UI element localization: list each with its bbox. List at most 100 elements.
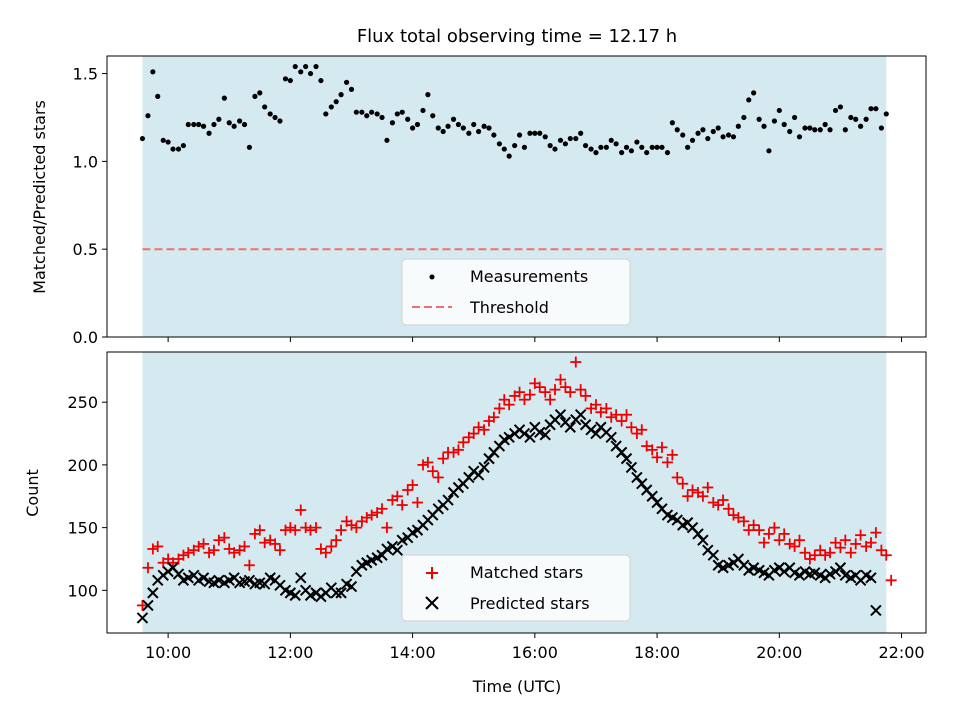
predicted-star-point [136, 612, 149, 624]
measurement-point [623, 144, 630, 150]
measurement-point [680, 132, 686, 138]
measurement-point [338, 92, 344, 98]
measurement-point [873, 106, 879, 112]
measurement-point [863, 116, 869, 122]
bottom-x-tick-label: 20:00 [756, 643, 802, 662]
measurement-point [817, 127, 823, 133]
matched-star-point [570, 356, 582, 368]
bottom-x-tick-label: 12:00 [267, 643, 313, 662]
measurement-point [700, 127, 706, 133]
matched-star-point [518, 394, 530, 406]
matched-star-point [732, 512, 744, 524]
matched-star-point [824, 547, 836, 559]
measurement-point [348, 86, 355, 92]
measurement-point [231, 123, 237, 129]
bottom-y-ticks: 100 150 200 250 [67, 393, 107, 600]
matched-star-point [193, 540, 205, 552]
legend-measurements-marker [429, 274, 435, 280]
matched-star-point [707, 497, 719, 509]
measurement-point [359, 109, 365, 115]
matched-star-point [590, 399, 602, 411]
bottom-axes-frame [106, 351, 927, 634]
matched-star-point [687, 484, 699, 496]
matched-star-point [310, 522, 322, 534]
measurement-point [399, 109, 405, 115]
measurement-point [460, 125, 466, 131]
top-y-tick-label: 1.0 [73, 152, 98, 171]
measurement-point [241, 121, 248, 128]
measurement-point [848, 114, 854, 121]
measurement-point [802, 125, 808, 131]
measurement-point [246, 144, 253, 150]
matched-star-point [595, 406, 607, 418]
matched-star-point [427, 465, 439, 477]
matched-star-point [580, 390, 592, 402]
measurement-point [196, 121, 202, 128]
matched-star-point [784, 538, 796, 550]
matched-star-point [880, 549, 892, 561]
matched-star-point [203, 547, 215, 559]
measurement-point [689, 137, 696, 143]
predicted-star-point [865, 572, 877, 584]
matched-star-point [702, 481, 714, 493]
matched-star-point [452, 444, 464, 456]
matched-star-point [448, 446, 460, 458]
matched-star-point [381, 522, 393, 534]
matched-star-point [325, 540, 337, 552]
top-y-label: Matched/Predicted stars [30, 100, 49, 294]
measurement-point [608, 137, 614, 143]
matched-star-point [839, 534, 851, 546]
measurement-point [634, 139, 640, 145]
matched-star-point [305, 524, 317, 536]
matched-star-point [753, 524, 765, 536]
matched-star-point [488, 411, 500, 423]
measurement-point [619, 149, 625, 156]
matched-star-point [498, 394, 510, 406]
measurement-point [751, 90, 757, 96]
legend-measurements-label: Measurements [470, 267, 588, 286]
measurement-point [582, 142, 589, 149]
top-y-tick-label: 1.5 [73, 65, 98, 84]
matched-star-point [834, 542, 846, 554]
top-panel: 0.0 0.5 1.0 1.5 Flux total observing time =… [30, 26, 927, 347]
measurement-point [425, 92, 431, 98]
matched-star-point [758, 537, 770, 549]
matched-star-point [610, 409, 622, 421]
matched-star-point [845, 547, 857, 559]
matched-star-point [402, 484, 414, 496]
measurement-point [532, 130, 538, 136]
measurement-point [303, 63, 309, 70]
measurement-point [455, 121, 462, 128]
predicted-star-point [442, 494, 454, 506]
predicted-star-point [142, 599, 154, 612]
predicted-star-point [620, 452, 633, 465]
measurement-point [323, 111, 329, 117]
measurement-point [715, 125, 721, 131]
matched-star-point [534, 381, 546, 393]
predicted-star-point [554, 409, 567, 421]
bottom-legend: Matched stars Predicted stars [401, 554, 631, 622]
predicted-star-point [391, 544, 404, 556]
measurement-point [262, 104, 268, 110]
matched-star-point [284, 522, 296, 534]
measurement-point [272, 114, 278, 121]
bottom-y-tick-label: 250 [67, 393, 98, 412]
matched-star-point [712, 499, 724, 511]
measurement-point [506, 153, 512, 159]
matched-star-point [198, 538, 210, 550]
measurement-point [878, 125, 884, 131]
matched-star-point [666, 449, 678, 461]
matched-star-point [616, 415, 628, 427]
matched-star-point [411, 497, 423, 509]
measurement-point [567, 135, 573, 142]
predicted-star-point [330, 587, 342, 599]
measurement-point [741, 114, 747, 121]
measurement-point [593, 149, 599, 156]
matched-star-point [600, 402, 612, 414]
measurement-point [155, 93, 161, 99]
matched-star-point [422, 456, 434, 468]
measurement-point [664, 149, 671, 156]
matched-star-point [524, 389, 536, 401]
matched-star-point [147, 543, 159, 555]
predicted-star-point [778, 565, 790, 578]
